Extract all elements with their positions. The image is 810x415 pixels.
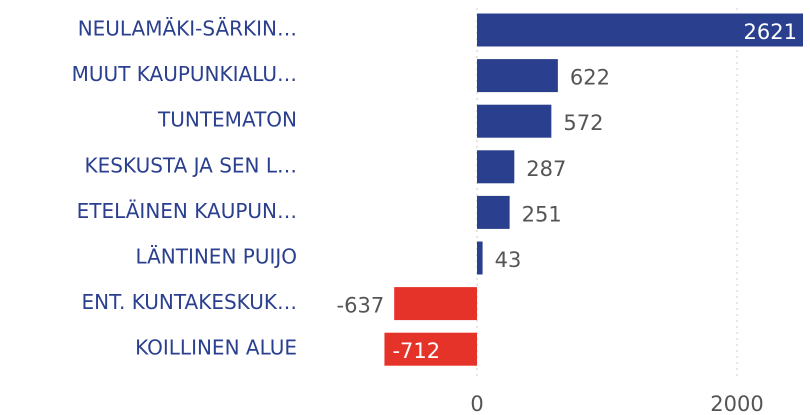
bar	[477, 150, 515, 184]
value-label: -712	[392, 339, 440, 363]
bar	[477, 104, 552, 138]
value-label: 2621	[744, 20, 797, 44]
category-label: LÄNTINEN PUIJO	[135, 245, 297, 269]
bar	[477, 13, 803, 47]
value-label: 572	[563, 111, 603, 135]
bar	[477, 241, 483, 275]
category-label: MUUT KAUPUNKIALU…	[72, 62, 297, 86]
category-label: NEULAMÄKI-SÄRKIN…	[78, 17, 297, 41]
category-label: ETELÄINEN KAUPUN…	[77, 199, 297, 223]
category-label: KESKUSTA JA SEN L…	[85, 153, 297, 177]
bar	[477, 59, 558, 93]
value-label: 43	[495, 248, 522, 272]
value-label: 251	[522, 202, 562, 226]
value-label: 287	[526, 157, 566, 181]
x-tick-label: 0	[470, 392, 483, 415]
value-label: -637	[337, 294, 385, 318]
bar	[394, 287, 477, 321]
category-label: TUNTEMATON	[157, 108, 297, 132]
value-label: 622	[570, 66, 610, 90]
category-label: KOILLINEN ALUE	[135, 336, 297, 360]
bar	[477, 195, 510, 229]
bar	[384, 332, 477, 366]
x-tick-label: 2000	[710, 392, 763, 415]
category-label: ENT. KUNTAKESKUK…	[82, 290, 297, 314]
